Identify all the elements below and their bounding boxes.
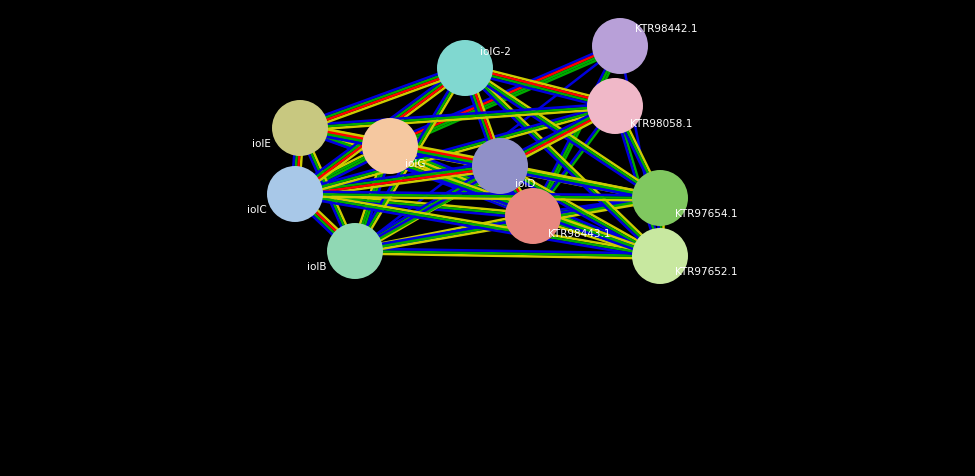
Text: iolE: iolE (252, 139, 271, 149)
Circle shape (267, 167, 323, 223)
Text: iolB: iolB (307, 261, 327, 271)
Circle shape (272, 101, 328, 157)
Text: KTR98443.1: KTR98443.1 (548, 228, 610, 238)
Text: iolD: iolD (515, 178, 535, 188)
Text: iolC: iolC (247, 205, 267, 215)
Text: KTR98058.1: KTR98058.1 (630, 119, 692, 129)
Circle shape (505, 188, 561, 245)
Text: KTR97652.1: KTR97652.1 (675, 267, 737, 277)
Text: KTR97654.1: KTR97654.1 (675, 208, 737, 218)
Circle shape (592, 19, 648, 75)
Circle shape (587, 79, 643, 135)
Circle shape (362, 119, 418, 175)
Circle shape (327, 224, 383, 279)
Circle shape (632, 228, 688, 284)
Circle shape (437, 41, 493, 97)
Circle shape (632, 170, 688, 227)
Circle shape (472, 139, 528, 195)
Text: iolG-2: iolG-2 (480, 47, 511, 57)
Text: iolG: iolG (405, 159, 425, 169)
Text: KTR98442.1: KTR98442.1 (635, 24, 697, 34)
